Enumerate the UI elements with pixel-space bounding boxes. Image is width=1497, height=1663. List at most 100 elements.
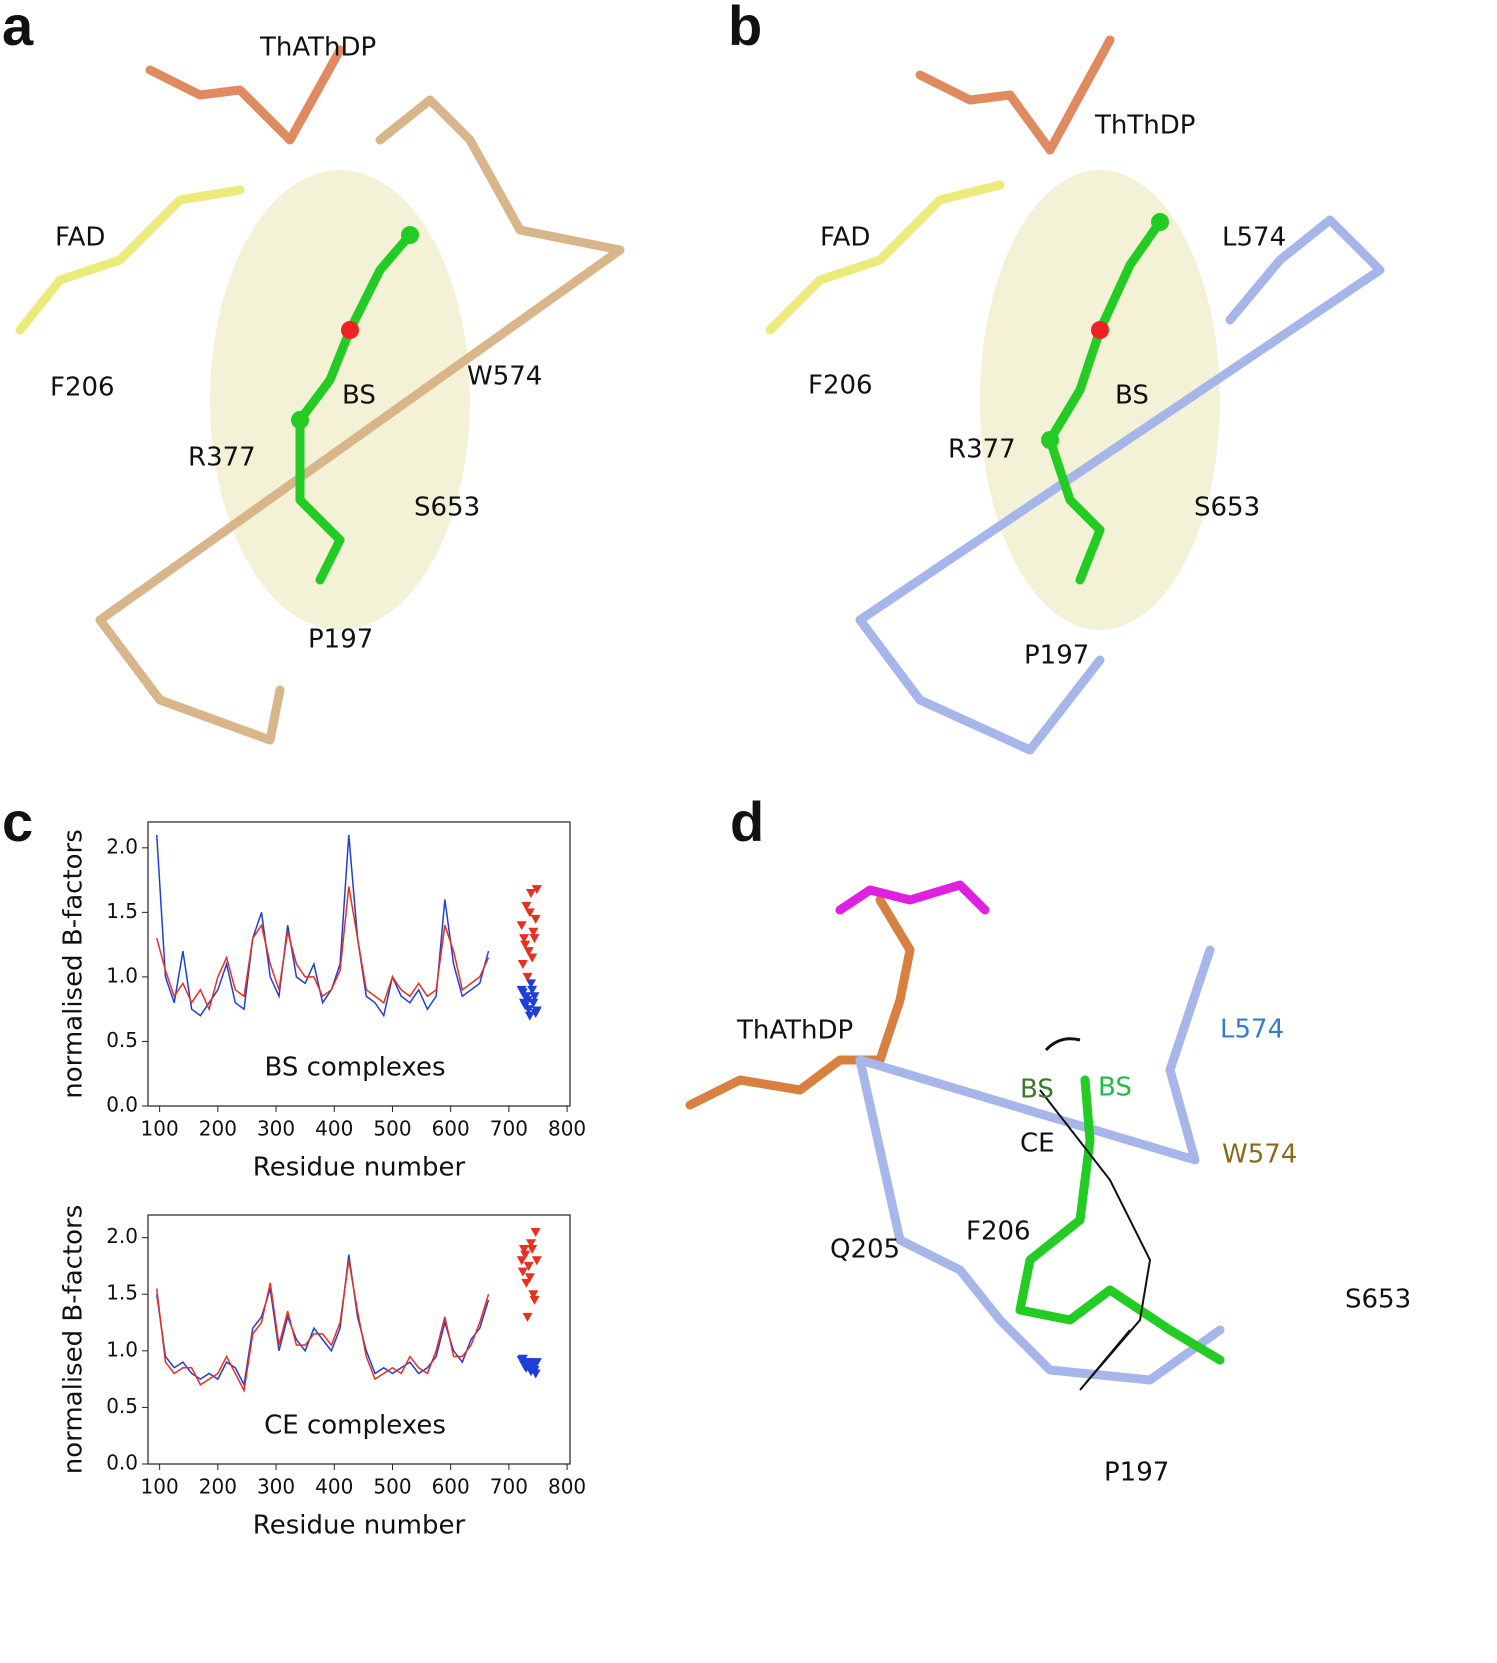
scatter-point <box>527 953 538 963</box>
plot-frame <box>147 821 571 1107</box>
annotation: BS complexes <box>264 1053 445 1083</box>
surface <box>210 170 470 630</box>
label: ThThDP <box>1094 111 1195 141</box>
residue-stick <box>855 945 1225 1385</box>
surface <box>980 170 1220 630</box>
label: F206 <box>808 371 873 401</box>
scatter-point <box>523 1261 534 1271</box>
atom <box>401 226 419 244</box>
atom <box>1091 321 1109 339</box>
scatter-point <box>520 940 531 950</box>
scatter-point <box>531 885 542 895</box>
panel-a: a ThAThDP FAD F206 R377 BS W574 S653 P19… <box>2 0 625 745</box>
x-tick-label: 100 <box>141 1475 179 1499</box>
scatter-point <box>519 1244 530 1254</box>
x-tick-label: 400 <box>315 1117 353 1141</box>
label: W574 <box>1222 1140 1297 1170</box>
x-tick-label: 700 <box>490 1475 528 1499</box>
label: BS <box>1020 1075 1054 1105</box>
x-tick-label: 200 <box>199 1117 237 1141</box>
atom <box>291 411 309 429</box>
line-series <box>156 886 490 1012</box>
x-tick-label: 500 <box>373 1117 411 1141</box>
label: BS <box>342 381 376 411</box>
y-axis-label: normalised B-factors <box>59 829 89 1099</box>
x-tick-label: 600 <box>432 1475 470 1499</box>
label: R377 <box>948 435 1016 465</box>
label: S653 <box>414 493 480 523</box>
ligand-stick <box>915 35 1115 155</box>
scatter-point <box>524 908 535 918</box>
label: Q205 <box>830 1235 900 1265</box>
scatter-point <box>531 1358 542 1368</box>
x-tick-label: 400 <box>315 1475 353 1499</box>
x-tick-label: 200 <box>199 1475 237 1499</box>
scatter-point <box>529 934 540 944</box>
y-tick-label: 1.5 <box>106 1281 138 1305</box>
panel-b: b ThThDP FAD L574 F206 R377 BS S653 P197 <box>728 0 1385 755</box>
y-tick-label: 2.0 <box>106 834 138 858</box>
plot-frame <box>147 1214 571 1465</box>
scatter-point <box>530 914 541 924</box>
label: ThAThDP <box>259 33 376 63</box>
bs-ligand <box>295 230 415 585</box>
scatter-point <box>527 985 538 995</box>
residue-stick <box>95 95 625 745</box>
x-tick-label: 300 <box>257 1475 295 1499</box>
x-axis-label: Residue number <box>253 1153 466 1183</box>
scatter-point <box>528 927 539 937</box>
scatter-point <box>526 889 537 898</box>
bs-ligand <box>1015 1075 1225 1365</box>
x-tick-label: 800 <box>548 1117 586 1141</box>
scatter-point <box>526 979 537 989</box>
y-tick-label: 1.0 <box>106 1337 138 1361</box>
panel-d: d ThAThDP L574 BS BS CE W574 Q205 F206 S… <box>685 790 1411 1488</box>
label: L574 <box>1220 1015 1284 1045</box>
label: CE <box>1020 1129 1055 1159</box>
scatter-point <box>529 1366 540 1376</box>
scatter-point <box>521 901 532 911</box>
label: R377 <box>188 443 256 473</box>
scatter-point <box>531 1256 542 1266</box>
label: S653 <box>1345 1285 1411 1315</box>
fad-stick <box>765 180 1005 335</box>
scatter-point <box>523 947 534 957</box>
label: L574 <box>1222 223 1286 253</box>
annotation: CE complexes <box>264 1411 446 1441</box>
y-axis-label: normalised B-factors <box>59 1205 89 1475</box>
panel-label: d <box>730 790 764 853</box>
line-series <box>155 1254 490 1388</box>
label: F206 <box>966 1217 1031 1247</box>
scatter-point <box>529 1295 540 1305</box>
scatter-point <box>528 1290 539 1300</box>
x-tick-label: 600 <box>432 1117 470 1141</box>
label: BS <box>1098 1073 1132 1103</box>
y-tick-label: 0.0 <box>106 1093 138 1117</box>
label: P197 <box>308 625 373 655</box>
x-axis-label: Residue number <box>253 1511 466 1541</box>
label: FAD <box>820 223 870 253</box>
label: S653 <box>1194 493 1260 523</box>
scatter-point <box>517 1267 528 1277</box>
y-tick-label: 2.0 <box>106 1224 138 1248</box>
scatter-point <box>516 921 527 931</box>
ligand-stick <box>685 895 915 1110</box>
scatter-point <box>531 1006 542 1016</box>
scatter-point <box>516 1256 527 1266</box>
panel-label: a <box>2 0 34 57</box>
scatter-point <box>527 1244 538 1254</box>
y-tick-label: 1.0 <box>106 963 138 987</box>
ce-ligand <box>1039 1089 1152 1391</box>
label: W574 <box>467 362 542 392</box>
scatter-point <box>528 998 539 1008</box>
atom <box>1041 431 1059 449</box>
y-tick-label: 0.5 <box>106 1394 138 1418</box>
y-tick-label: 1.5 <box>106 899 138 923</box>
scatter-point <box>526 1239 537 1249</box>
label: BS <box>1115 381 1149 411</box>
y-tick-label: 0.5 <box>106 1028 138 1052</box>
x-tick-label: 300 <box>257 1117 295 1141</box>
atom <box>341 321 359 339</box>
panel-label: b <box>728 0 762 57</box>
scatter-point <box>517 960 528 969</box>
